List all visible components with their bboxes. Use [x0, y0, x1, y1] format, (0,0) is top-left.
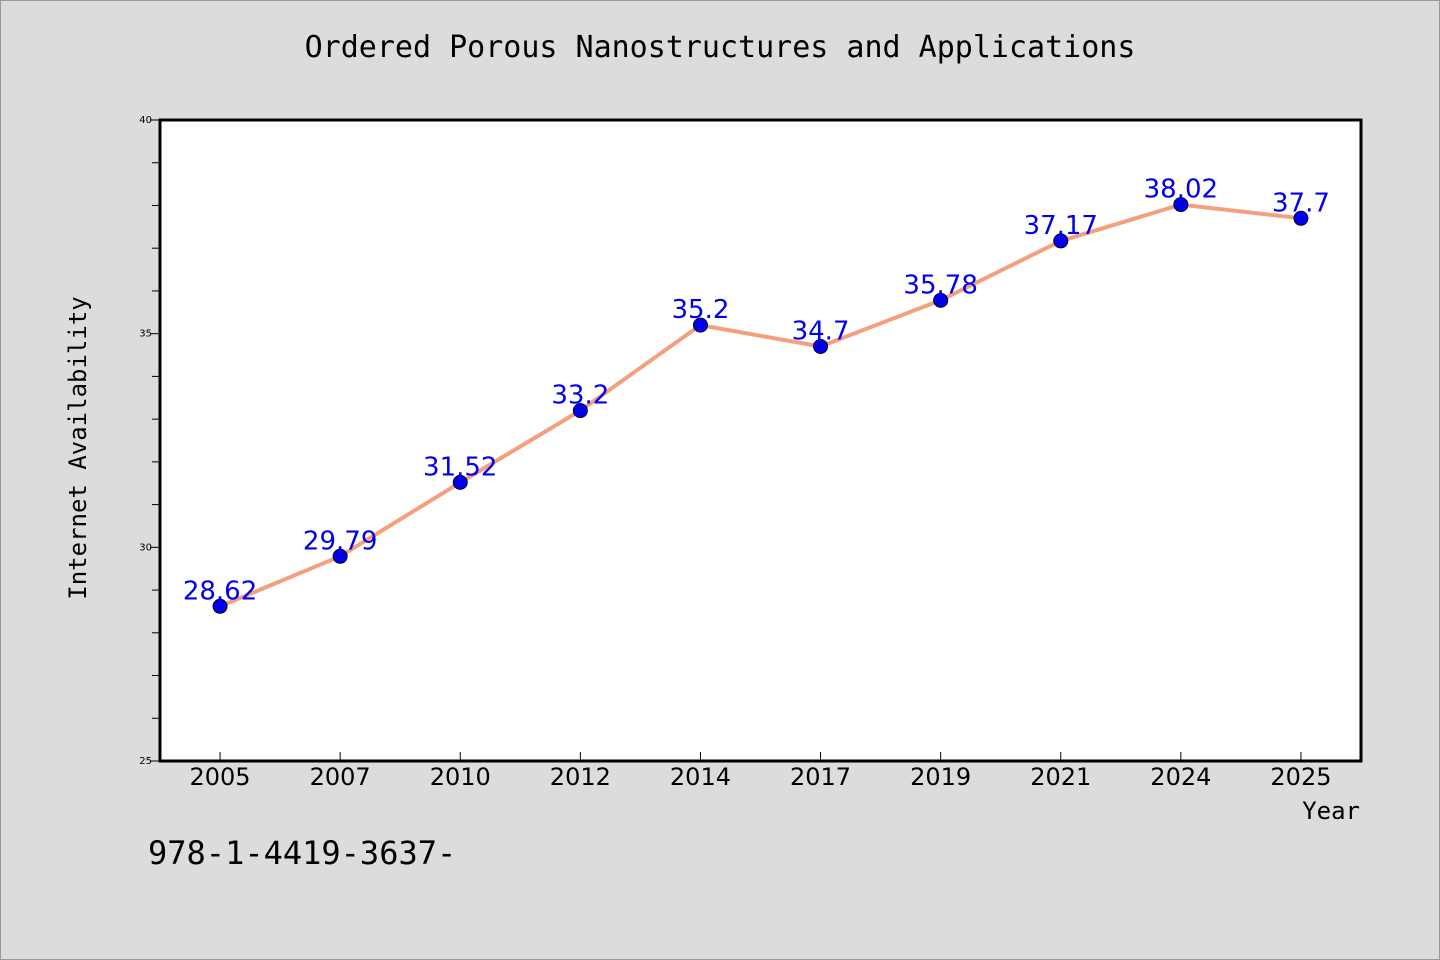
plot-area: [158, 118, 1363, 763]
data-label: 37.7: [1272, 188, 1330, 218]
data-label: 28.62: [183, 576, 257, 606]
x-axis-ticks: 2005 2007 2010 2012 2014 2017 2019 2021 2024 2025: [190, 752, 1331, 791]
y-tick-label: 40: [139, 115, 152, 126]
x-tick-label: 2024: [1150, 763, 1211, 791]
x-tick-label: 2019: [910, 763, 971, 791]
x-tick-label: 2017: [790, 763, 851, 791]
x-tick-label: 2021: [1030, 763, 1091, 791]
data-point: [813, 338, 829, 354]
footer-code: 978-1-4419-3637-: [148, 834, 457, 872]
data-label: 35.2: [672, 295, 730, 325]
data-point: [572, 403, 588, 419]
x-axis-label: Year: [1302, 797, 1360, 825]
data-point: [1293, 210, 1309, 226]
data-label: 31.52: [423, 452, 497, 482]
x-tick-label: 2012: [550, 763, 611, 791]
data-point: [452, 474, 468, 490]
y-axis-ticks: 25 30 35 40: [139, 115, 160, 767]
chart-title: Ordered Porous Nanostructures and Applic…: [304, 30, 1136, 65]
data-label: 38.02: [1144, 175, 1218, 205]
data-point: [692, 317, 708, 333]
y-tick-label: 35: [139, 329, 152, 340]
data-label: 33.2: [551, 381, 609, 411]
y-tick-label: 30: [139, 542, 152, 553]
x-tick-label: 2005: [190, 763, 251, 791]
data-point: [332, 548, 348, 564]
data-label: 34.7: [792, 316, 850, 346]
data-point: [1173, 197, 1189, 213]
data-point: [1053, 233, 1069, 249]
data-label: 35.78: [903, 270, 977, 300]
data-point: [212, 598, 228, 614]
data-label: 29.79: [303, 526, 377, 556]
x-tick-label: 2014: [670, 763, 731, 791]
x-tick-label: 2025: [1270, 763, 1331, 791]
data-markers: [212, 197, 1309, 614]
x-tick-label: 2010: [430, 763, 491, 791]
series-line: [218, 202, 1303, 609]
y-tick-label: 25: [139, 756, 152, 767]
data-point: [933, 292, 949, 308]
x-tick-label: 2007: [310, 763, 371, 791]
data-label: 37.17: [1024, 211, 1098, 241]
data-labels: 28.62 29.79 31.52 33.2 35.2 34.7 35.78 37.17 38.…: [183, 175, 1330, 607]
